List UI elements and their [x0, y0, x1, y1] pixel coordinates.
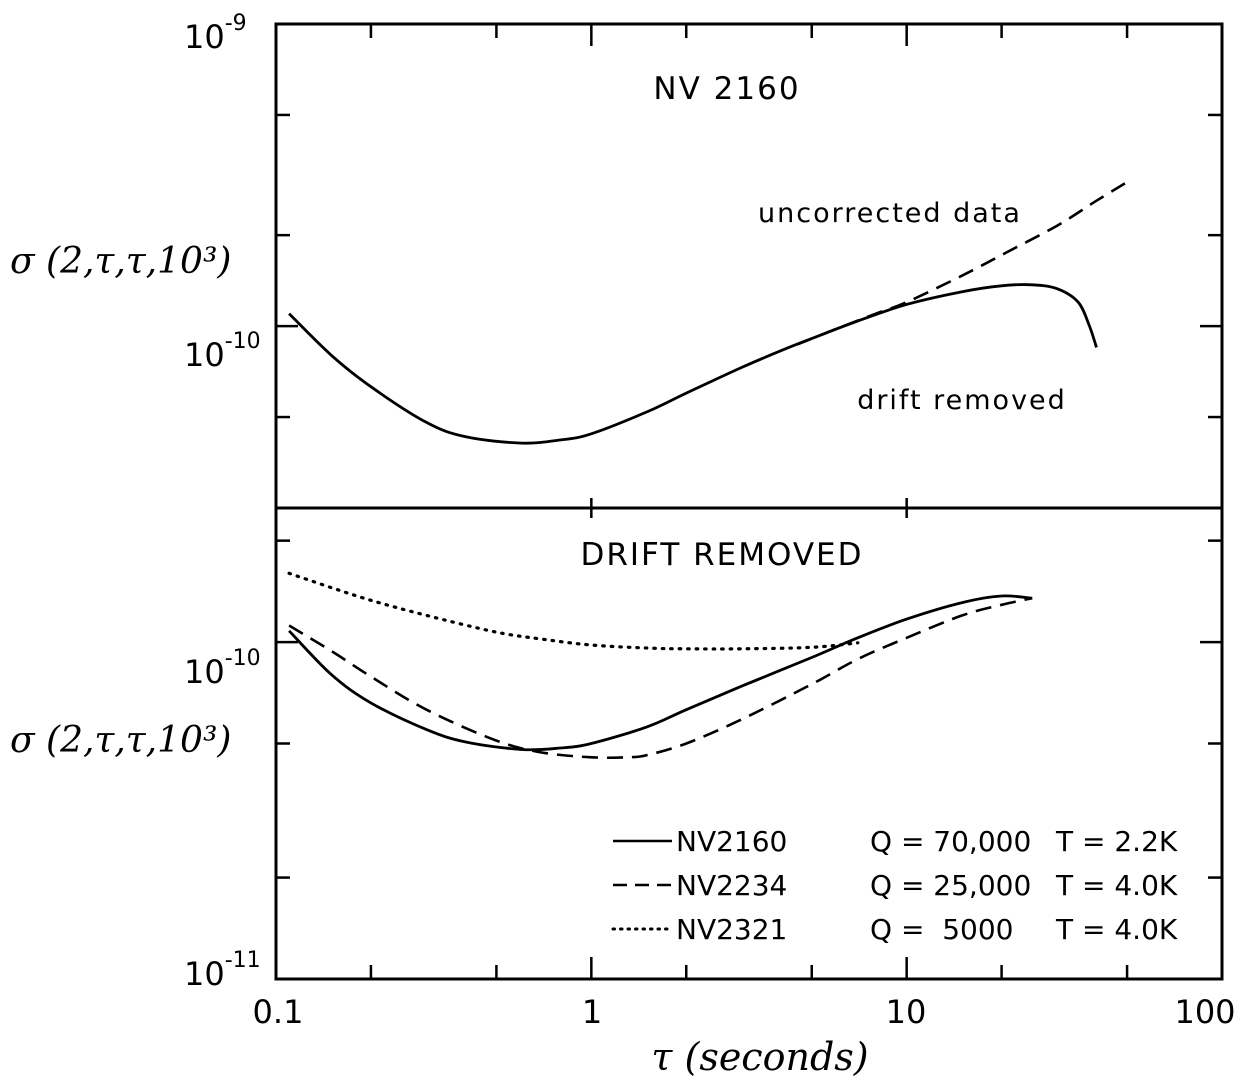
legend-name-nv2321: NV2321 — [676, 913, 787, 946]
bottom-series-nv2234 — [288, 596, 1033, 760]
bottom-series-group — [287, 571, 1033, 760]
legend-q-nv2321: Q = 5000 — [870, 913, 1013, 946]
top-panel: NV 2160 uncorrected data drift removed 1… — [10, 11, 1128, 445]
legend-t-nv2160: T = 2.2K — [1055, 825, 1178, 858]
top-y-axis-label: σ (2,τ,τ,10³) — [10, 241, 231, 282]
top-series-group — [288, 180, 1128, 445]
top-series-uncorrected-data — [796, 180, 1128, 346]
top-panel-title: NV 2160 — [653, 71, 800, 107]
xtick-label-1: 1 — [582, 993, 602, 1031]
bottom-series-nv2160 — [288, 594, 1033, 752]
bottom-ytick-base-1e-10: 10 — [184, 653, 225, 691]
xtick-label-100: 100 — [1174, 993, 1235, 1031]
top-ytick-base-1e-9: 10 — [184, 18, 225, 56]
legend-name-nv2234: NV2234 — [676, 869, 787, 902]
legend: NV2160 Q = 70,000 T = 2.2K NV2234 Q = 25… — [611, 825, 1178, 946]
top-ytick-exp-1e-9: -9 — [225, 11, 247, 36]
bottom-panel: DRIFT REMOVED 10-10 10-11 σ (2,τ,τ,10³) … — [10, 537, 1236, 1079]
top-series-drift-removed — [288, 283, 1098, 445]
bottom-ytick-base-1e-11: 10 — [184, 955, 225, 993]
top-ytick-base-1e-10: 10 — [184, 336, 225, 374]
legend-q-nv2160: Q = 70,000 — [870, 825, 1031, 858]
bottom-ytick-exp-1e-11: -11 — [225, 948, 261, 973]
annotation-drift-removed: drift removed — [857, 385, 1067, 416]
bottom-ytick-exp-1e-10: -10 — [225, 646, 261, 671]
annotation-uncorrected: uncorrected data — [758, 198, 1022, 229]
axis-ticks — [274, 22, 1224, 981]
x-axis-label: τ (seconds) — [651, 1035, 868, 1079]
bottom-y-axis-label: σ (2,τ,τ,10³) — [10, 720, 231, 761]
top-ytick-label-1e-10: 10-10 — [184, 329, 261, 374]
legend-q-nv2234: Q = 25,000 — [870, 869, 1031, 902]
top-ytick-label-1e-9: 10-9 — [184, 11, 247, 56]
bottom-series-nv2321 — [287, 571, 860, 651]
legend-name-nv2160: NV2160 — [676, 825, 787, 858]
xtick-label-0.1: 0.1 — [253, 993, 304, 1031]
bottom-ytick-label-1e-11: 10-11 — [184, 948, 261, 993]
xtick-label-10: 10 — [886, 993, 927, 1031]
legend-t-nv2234: T = 4.0K — [1055, 869, 1178, 902]
bottom-ytick-label-1e-10: 10-10 — [184, 646, 261, 691]
top-ytick-exp-1e-10: -10 — [225, 329, 261, 354]
legend-t-nv2321: T = 4.0K — [1055, 913, 1178, 946]
bottom-panel-title: DRIFT REMOVED — [580, 537, 863, 573]
